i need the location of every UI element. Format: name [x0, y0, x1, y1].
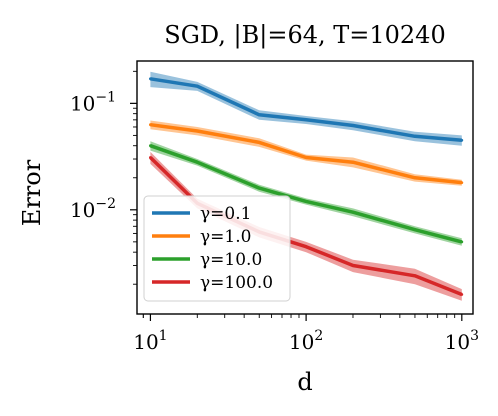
chart-title: SGD, |B|=64, T=10240 — [164, 21, 445, 50]
y-tick-label: 10−1 — [70, 89, 116, 115]
x-tick-label: 101 — [133, 328, 167, 354]
series-point-0-2 — [257, 113, 261, 117]
series-point-3-4 — [351, 264, 355, 267]
legend-label-0: γ=0.1 — [200, 204, 251, 224]
series-point-1-1 — [195, 129, 199, 133]
series-point-3-0 — [149, 156, 152, 159]
series-point-1-2 — [257, 141, 261, 144]
series-point-2-6 — [460, 240, 464, 244]
series-point-3-6 — [460, 293, 464, 296]
series-point-0-6 — [460, 138, 464, 142]
series-band-0 — [150, 71, 462, 146]
legend-label-2: γ=10.0 — [200, 250, 262, 270]
legend: γ=0.1 γ=1.0 γ=10.0 γ=100.0 — [143, 195, 291, 302]
series-point-3-5 — [413, 274, 417, 278]
series-point-0-4 — [351, 124, 355, 127]
series-point-0-5 — [413, 134, 417, 138]
series-point-0-0 — [149, 77, 152, 81]
series-point-1-0 — [149, 123, 152, 127]
legend-label-1: γ=1.0 — [200, 227, 251, 247]
series-point-2-3 — [304, 200, 308, 203]
series-point-0-3 — [304, 118, 308, 122]
y-axis-ticks: 10−2 10−1 — [70, 70, 137, 285]
legend-box — [143, 195, 291, 302]
legend-label-3: γ=100.0 — [200, 273, 273, 293]
series-point-1-6 — [460, 181, 464, 185]
series-point-2-1 — [195, 160, 199, 164]
series-point-1-3 — [304, 156, 308, 159]
series-point-2-2 — [257, 186, 261, 190]
series-point-2-0 — [149, 144, 152, 148]
x-axis-ticks: 101 102 103 — [133, 314, 479, 354]
y-tick-label: 10−2 — [70, 196, 116, 222]
x-tick-label: 102 — [289, 328, 323, 354]
series-point-1-4 — [351, 160, 355, 164]
series-point-2-4 — [351, 210, 355, 214]
x-tick-label: 103 — [445, 328, 479, 354]
series-point-3-3 — [304, 245, 308, 249]
series-point-2-5 — [413, 228, 417, 232]
plot-frame — [136, 60, 474, 315]
series-point-0-1 — [195, 84, 199, 88]
series-band-3 — [150, 151, 462, 301]
x-axis-label: d — [297, 368, 312, 396]
series-point-1-5 — [413, 176, 417, 180]
y-axis-label: Error — [18, 159, 46, 226]
